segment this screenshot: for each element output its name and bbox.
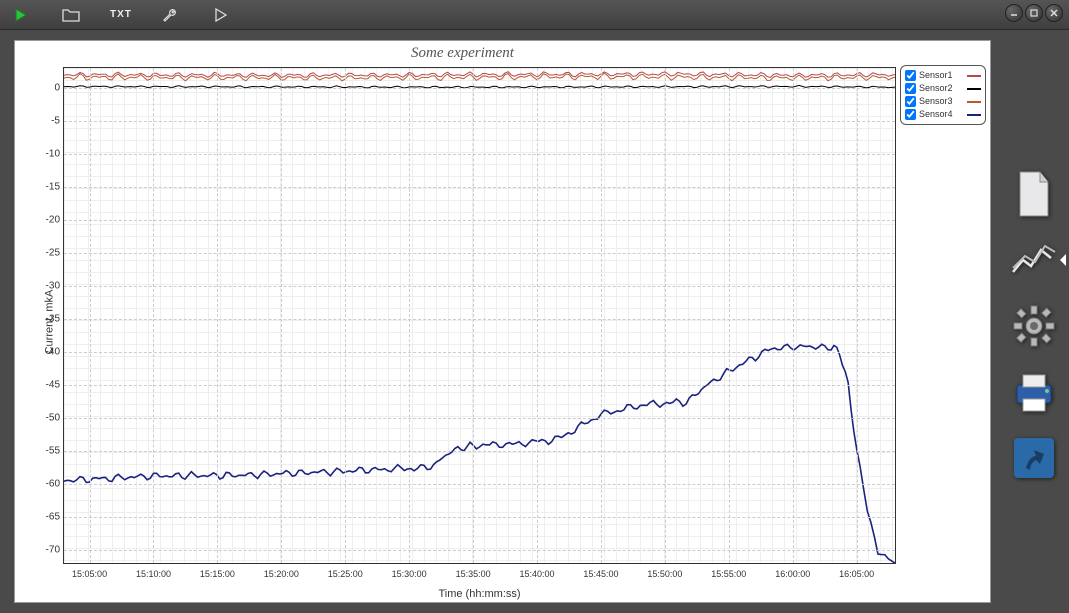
y-tick-label: -35 xyxy=(34,313,60,324)
exit-run-icon[interactable] xyxy=(1010,434,1058,482)
x-gridline xyxy=(473,68,474,563)
legend-item: Sensor2 xyxy=(905,82,981,95)
x-gridline xyxy=(665,68,666,563)
x-gridline xyxy=(537,68,538,563)
x-tick-label: 15:35:00 xyxy=(456,569,491,579)
chart-panel: Some experiment Current, mkA Time (hh:mm… xyxy=(14,40,991,603)
x-tick-label: 15:25:00 xyxy=(328,569,363,579)
y-gridline xyxy=(64,484,895,485)
y-gridline xyxy=(64,154,895,155)
window-controls xyxy=(1005,4,1063,22)
series-line xyxy=(64,344,895,563)
plot-area[interactable]: 0-5-10-15-20-25-30-35-40-45-50-55-60-65-… xyxy=(63,67,896,564)
gear-settings-icon[interactable] xyxy=(1010,302,1058,350)
x-tick-label: 15:10:00 xyxy=(136,569,171,579)
open-folder-icon[interactable] xyxy=(60,4,82,26)
legend-swatch xyxy=(967,114,981,116)
y-tick-label: -45 xyxy=(34,379,60,390)
x-tick-label: 15:55:00 xyxy=(711,569,746,579)
x-gridline xyxy=(281,68,282,563)
y-tick-label: -10 xyxy=(34,148,60,159)
y-tick-label: -30 xyxy=(34,280,60,291)
y-gridline xyxy=(64,517,895,518)
x-gridline xyxy=(601,68,602,563)
y-gridline xyxy=(64,319,895,320)
x-tick-label: 15:30:00 xyxy=(392,569,427,579)
top-toolbar: TXT xyxy=(0,0,1069,30)
x-gridline xyxy=(345,68,346,563)
x-tick-label: 15:15:00 xyxy=(200,569,235,579)
y-tick-label: -5 xyxy=(34,115,60,126)
maximize-button[interactable] xyxy=(1025,4,1043,22)
legend-item: Sensor1 xyxy=(905,69,981,82)
y-tick-label: -65 xyxy=(34,511,60,522)
chart-title: Some experiment xyxy=(15,45,910,62)
legend-label: Sensor1 xyxy=(919,69,953,82)
x-gridline xyxy=(90,68,91,563)
txt-export-icon[interactable]: TXT xyxy=(110,9,132,20)
legend-label: Sensor4 xyxy=(919,108,953,121)
legend-item: Sensor4 xyxy=(905,108,981,121)
y-tick-label: -55 xyxy=(34,445,60,456)
x-gridline xyxy=(793,68,794,563)
y-gridline xyxy=(64,286,895,287)
y-gridline xyxy=(64,418,895,419)
y-gridline xyxy=(64,187,895,188)
legend-checkbox[interactable] xyxy=(905,70,916,81)
x-tick-label: 16:05:00 xyxy=(839,569,874,579)
chart-legend: Sensor1Sensor2Sensor3Sensor4 xyxy=(900,65,986,125)
y-gridline xyxy=(64,220,895,221)
y-gridline xyxy=(64,451,895,452)
x-tick-label: 15:45:00 xyxy=(583,569,618,579)
series-line xyxy=(64,72,895,78)
y-tick-label: -20 xyxy=(34,214,60,225)
x-gridline xyxy=(857,68,858,563)
close-button[interactable] xyxy=(1045,4,1063,22)
y-gridline xyxy=(64,385,895,386)
legend-label: Sensor2 xyxy=(919,82,953,95)
run-play-icon[interactable] xyxy=(210,4,232,26)
line-chart-icon[interactable] xyxy=(1010,236,1058,284)
settings-wrench-icon[interactable] xyxy=(160,4,182,26)
y-tick-label: -50 xyxy=(34,412,60,423)
x-tick-label: 15:05:00 xyxy=(72,569,107,579)
x-gridline xyxy=(729,68,730,563)
x-gridline xyxy=(409,68,410,563)
x-gridline xyxy=(217,68,218,563)
app-logo-icon[interactable] xyxy=(10,4,32,26)
x-axis-label: Time (hh:mm:ss) xyxy=(63,588,896,600)
x-tick-label: 15:40:00 xyxy=(519,569,554,579)
y-tick-label: -25 xyxy=(34,247,60,258)
x-tick-label: 15:50:00 xyxy=(647,569,682,579)
legend-checkbox[interactable] xyxy=(905,96,916,107)
right-tool-rail xyxy=(999,30,1069,613)
legend-swatch xyxy=(967,75,981,77)
y-tick-label: -15 xyxy=(34,181,60,192)
x-gridline xyxy=(153,68,154,563)
legend-checkbox[interactable] xyxy=(905,109,916,120)
y-tick-label: -70 xyxy=(34,544,60,555)
legend-swatch xyxy=(967,88,981,90)
x-tick-label: 15:20:00 xyxy=(264,569,299,579)
legend-label: Sensor3 xyxy=(919,95,953,108)
y-gridline xyxy=(64,253,895,254)
x-tick-label: 16:00:00 xyxy=(775,569,810,579)
y-gridline xyxy=(64,88,895,89)
legend-checkbox[interactable] xyxy=(905,83,916,94)
legend-swatch xyxy=(967,101,981,103)
file-page-icon[interactable] xyxy=(1010,170,1058,218)
y-tick-label: -60 xyxy=(34,478,60,489)
y-gridline xyxy=(64,352,895,353)
minimize-button[interactable] xyxy=(1005,4,1023,22)
y-gridline xyxy=(64,550,895,551)
y-tick-label: 0 xyxy=(34,82,60,93)
legend-item: Sensor3 xyxy=(905,95,981,108)
y-tick-label: -40 xyxy=(34,346,60,357)
print-icon[interactable] xyxy=(1010,368,1058,416)
y-gridline xyxy=(64,121,895,122)
